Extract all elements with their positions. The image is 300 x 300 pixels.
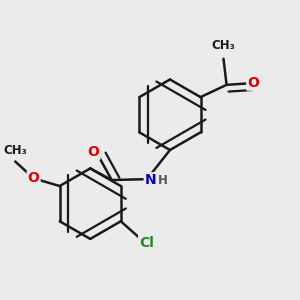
Text: H: H [158, 174, 168, 187]
Text: O: O [88, 145, 100, 159]
Text: N: N [145, 173, 157, 188]
Text: CH₃: CH₃ [3, 144, 27, 157]
Text: O: O [247, 76, 259, 90]
Text: O: O [28, 171, 40, 185]
Text: Cl: Cl [139, 236, 154, 250]
Text: CH₃: CH₃ [212, 39, 236, 52]
